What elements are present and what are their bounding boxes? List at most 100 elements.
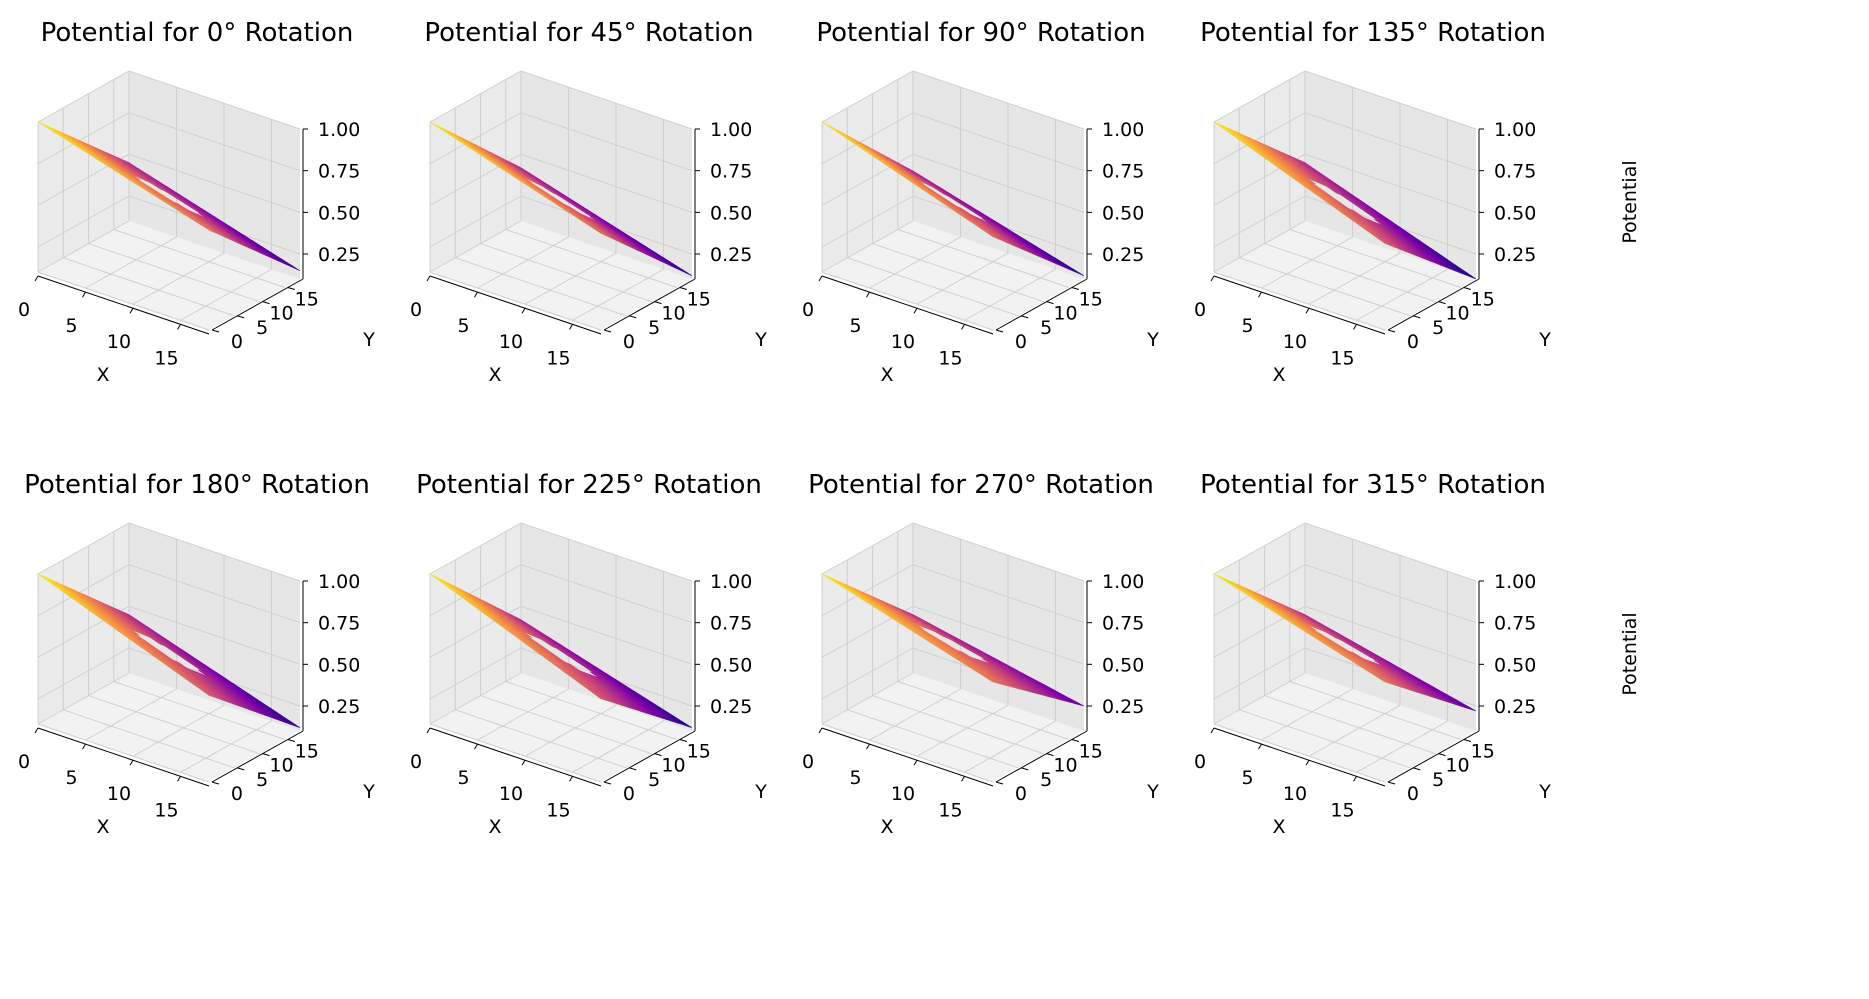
y-tick-label: 0 — [1407, 783, 1419, 805]
surface — [429, 573, 693, 728]
surface-cell — [37, 573, 53, 584]
y-tick-label: 5 — [1432, 769, 1444, 791]
subplot-title: Potential for 0° Rotation — [41, 18, 354, 48]
z-tick-label: 0.75 — [1102, 613, 1144, 635]
gridline-y — [429, 723, 602, 783]
x-tick-label: 5 — [457, 767, 469, 789]
y-axis-label: Y — [1538, 781, 1551, 803]
y-tick — [1071, 739, 1079, 742]
y-axis-label: Y — [1538, 329, 1551, 351]
y-tick-label: 0 — [623, 331, 635, 353]
gridline-z — [429, 153, 693, 213]
x-tick-label: 5 — [1241, 315, 1253, 337]
x-axis-line — [429, 727, 602, 787]
y-tick — [262, 753, 270, 757]
x-tick — [521, 759, 526, 766]
gridline-z — [821, 605, 1085, 665]
gridline-y — [480, 243, 652, 303]
y-tick — [1071, 287, 1079, 290]
z-tick-label: 0.50 — [1102, 654, 1144, 676]
y-tick — [262, 301, 270, 305]
z-tick-label: 0.25 — [318, 696, 360, 718]
y-axis-label: Y — [362, 329, 375, 351]
y-tick-label: 5 — [648, 317, 660, 339]
left-pane — [430, 71, 521, 272]
x-tick-label: 5 — [1241, 767, 1253, 789]
y-axis-label: Y — [362, 781, 375, 803]
gridline-y — [847, 257, 1019, 317]
x-tick-label: 15 — [1330, 347, 1354, 369]
x-tick — [1353, 324, 1357, 330]
y-tick — [679, 739, 687, 742]
y-tick-label: 15 — [295, 741, 319, 763]
gridline-z — [821, 564, 1085, 624]
y-tick-label: 5 — [256, 317, 268, 339]
x-tick — [913, 759, 918, 766]
gridline-y — [505, 229, 677, 288]
z-tick-label: 0.25 — [1494, 244, 1536, 266]
gridline-y — [113, 681, 285, 740]
x-tick — [818, 275, 823, 282]
x-tick — [129, 307, 134, 314]
y-tick — [237, 767, 245, 771]
x-tick-label: 15 — [154, 799, 178, 821]
subplot-45: 0510150510150.250.500.751.00XYPotentialP… — [410, 18, 857, 386]
y-tick — [1463, 287, 1471, 290]
subplot-270: 0510150510150.250.500.751.00XYPotentialP… — [802, 470, 1249, 838]
subplot-title: Potential for 270° Rotation — [808, 470, 1154, 500]
gridline-y — [113, 229, 285, 288]
y-tick — [995, 329, 1004, 333]
y-tick — [1413, 767, 1421, 771]
x-tick — [1258, 291, 1262, 298]
x-tick — [1305, 759, 1310, 766]
z-tick-label: 0.50 — [318, 202, 360, 224]
z-tick-label: 0.50 — [318, 654, 360, 676]
surface-cell — [1373, 218, 1389, 229]
back-pane — [129, 71, 300, 279]
surface-cell — [821, 121, 837, 132]
surface — [37, 573, 301, 728]
gridline-z — [821, 112, 1085, 172]
y-tick-label: 0 — [623, 783, 635, 805]
gridline-y — [63, 709, 235, 769]
y-tick — [603, 329, 612, 333]
gridline-z — [1213, 522, 1477, 582]
y-tick-label: 15 — [687, 289, 711, 311]
x-axis-line — [1213, 727, 1386, 787]
gridline-z — [429, 647, 693, 707]
gridline-z — [429, 70, 693, 130]
surface-cell — [821, 573, 837, 583]
y-tick-label: 10 — [269, 755, 293, 777]
x-tick-label: 10 — [1283, 783, 1307, 805]
z-axis-label: Potential — [1619, 160, 1641, 243]
x-tick — [569, 324, 573, 330]
surface-cell — [429, 121, 445, 131]
y-tick-label: 5 — [1040, 769, 1052, 791]
z-tick-label: 1.00 — [710, 571, 752, 593]
x-tick-label: 10 — [107, 331, 131, 353]
x-tick — [1210, 275, 1215, 282]
gridline-y — [63, 257, 235, 317]
subplot-225: 0510150510150.250.500.751.00XYPotentialP… — [410, 470, 857, 838]
x-tick-label: 15 — [938, 347, 962, 369]
surface-cell — [197, 669, 213, 679]
surface — [429, 121, 693, 276]
surface — [821, 121, 1085, 276]
x-tick — [1353, 776, 1357, 782]
x-axis-label: X — [488, 816, 501, 838]
y-tick — [1046, 301, 1054, 305]
subplot-90: 0510150510150.250.500.751.00XYPotentialP… — [802, 18, 1249, 386]
x-tick-label: 10 — [499, 331, 523, 353]
x-axis-label: X — [1272, 816, 1285, 838]
y-tick — [211, 781, 220, 785]
y-tick-label: 15 — [1079, 289, 1103, 311]
z-tick-label: 0.75 — [710, 613, 752, 635]
z-tick-label: 1.00 — [1102, 571, 1144, 593]
x-tick — [177, 776, 181, 782]
z-tick-label: 0.75 — [318, 613, 360, 635]
x-axis-label: X — [880, 816, 893, 838]
x-tick — [961, 324, 965, 330]
x-tick — [521, 307, 526, 314]
back-pane — [521, 523, 692, 731]
x-tick — [426, 727, 431, 734]
